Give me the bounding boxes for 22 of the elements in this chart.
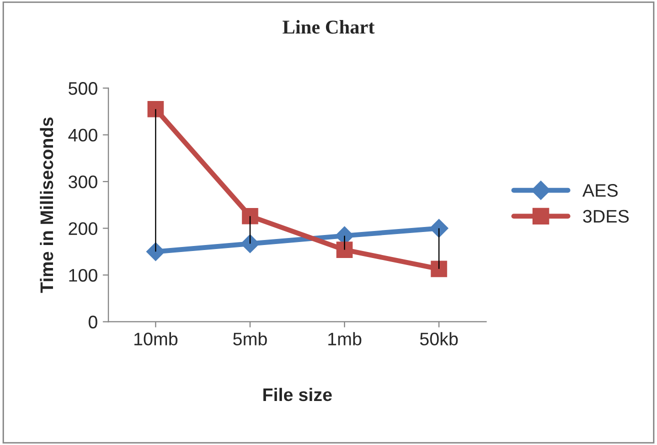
y-axis-title: Time in Milliseconds — [40, 118, 54, 293]
y-tick-label: 400 — [68, 128, 98, 142]
y-tick-label: 100 — [69, 268, 98, 282]
point — [146, 242, 165, 262]
y-tick-label: 0 — [88, 316, 98, 328]
point — [147, 100, 164, 118]
legend-label: 3DES — [583, 210, 629, 223]
x-tick-label: 5mb — [233, 332, 267, 346]
chart-title: Line Chart — [282, 20, 375, 34]
x-tick-label: 50kb — [420, 332, 458, 346]
x-tick-label: 10mb — [134, 332, 178, 346]
point — [430, 260, 448, 278]
y-tick-label: 200 — [68, 222, 98, 236]
y-tick-label: 500 — [68, 82, 98, 95]
legend-label: AES — [582, 184, 618, 197]
point — [336, 242, 353, 258]
x-tick-label: 1mb — [328, 332, 362, 346]
point — [240, 234, 260, 254]
y-tick-label: 300 — [68, 175, 98, 188]
point — [430, 218, 448, 238]
x-axis-title: File size — [263, 388, 332, 402]
point — [242, 208, 258, 224]
